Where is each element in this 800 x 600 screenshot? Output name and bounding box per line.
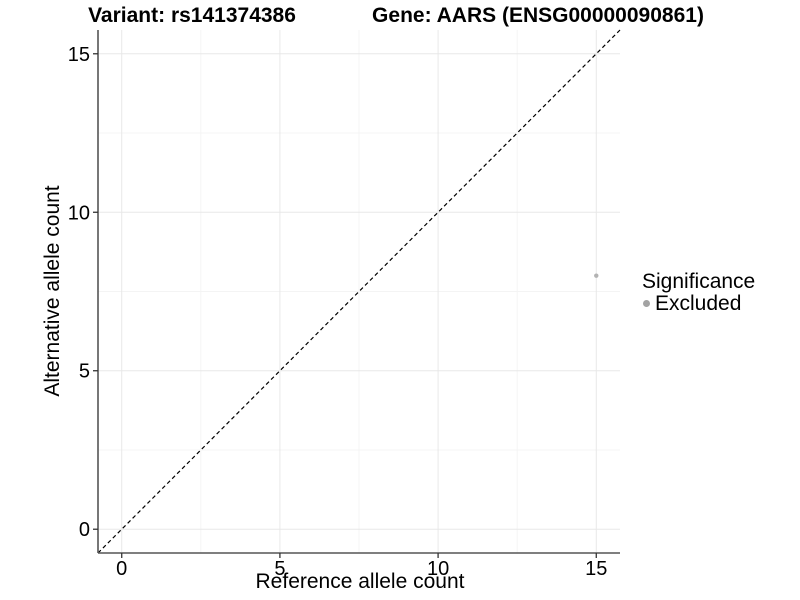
y-tick-label: 0 [79,519,90,541]
x-tick-label: 15 [585,558,607,580]
y-tick-label: 10 [68,202,90,224]
x-tick-label: 5 [274,558,285,580]
variant-title: Variant: rs141374386 [88,4,296,27]
legend-item-label: Excluded [655,292,742,315]
x-tick-label: 10 [427,558,449,580]
y-tick-label: 5 [79,361,90,383]
legend-marker-circle-icon [643,300,650,307]
legend-item: Excluded [640,293,755,314]
x-tick-label: 0 [116,558,127,580]
legend-title: Significance [642,270,756,293]
gene-title: Gene: AARS (ENSG00000090861) [372,4,704,27]
x-axis-title: Reference allele count [255,570,465,593]
legend: Significance Excluded [640,270,755,314]
legend-items: Excluded [640,293,755,314]
y-axis-title: Alternative allele count [41,185,64,397]
y-tick-label: 15 [68,44,90,66]
data-point [594,273,599,278]
